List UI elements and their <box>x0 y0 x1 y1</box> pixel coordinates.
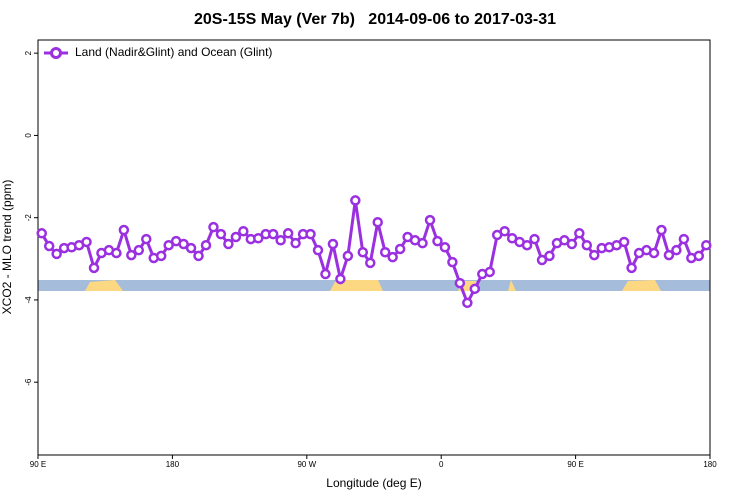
data-point <box>290 237 301 249</box>
data-point <box>394 243 406 255</box>
data-point <box>350 195 361 206</box>
data-point <box>36 228 47 239</box>
data-point <box>678 233 690 245</box>
data-point <box>253 232 264 244</box>
legend-label: Land (Nadir&Glint) and Ocean (Glint) <box>75 45 272 59</box>
x-tick-label: 180 <box>703 460 717 469</box>
data-point <box>327 238 339 250</box>
surface-band <box>38 280 710 291</box>
data-point <box>312 244 324 256</box>
data-point <box>521 239 533 251</box>
data-point <box>365 257 376 269</box>
data-point <box>223 238 234 250</box>
x-tick-label: 0 <box>439 460 444 469</box>
data-point <box>484 266 495 278</box>
data-point <box>238 226 249 237</box>
data-point <box>454 277 466 289</box>
data-point <box>342 250 354 262</box>
data-point <box>536 254 548 266</box>
data-point <box>618 236 630 248</box>
data-point <box>626 262 637 274</box>
legend-marker <box>50 47 62 59</box>
data-point <box>88 262 100 274</box>
data-point <box>417 237 428 249</box>
data-point <box>357 246 369 258</box>
data-point <box>648 247 660 259</box>
x-tick-label: 180 <box>166 460 180 469</box>
x-tick-label: 90 E <box>30 460 46 469</box>
data-point <box>118 224 130 236</box>
data-point <box>544 250 555 262</box>
x-axis-label: Longitude (deg E) <box>326 476 421 490</box>
data-point <box>589 249 600 261</box>
data-point <box>230 231 242 243</box>
data-point <box>469 283 481 295</box>
data-point <box>663 249 675 261</box>
data-point <box>439 242 451 253</box>
data-point <box>529 233 540 245</box>
data-point <box>335 273 346 285</box>
x-tick-label: 90 E <box>567 460 583 469</box>
data-point <box>566 238 578 250</box>
data-point <box>126 249 137 261</box>
data-point <box>656 224 667 236</box>
data-point <box>305 228 316 240</box>
data-point <box>51 248 62 260</box>
data-point <box>81 236 92 248</box>
data-point <box>133 244 145 256</box>
data-point <box>693 250 705 262</box>
y-tick-label: 0 <box>24 133 33 138</box>
y-tick-label: -6 <box>24 378 33 386</box>
data-point <box>215 228 227 240</box>
chart-title: 20S-15S May (Ver 7b) 2014-09-06 to 2017-… <box>194 11 556 28</box>
y-tick-label: -4 <box>24 296 33 304</box>
data-point <box>267 228 279 240</box>
data-point <box>372 216 383 228</box>
data-point <box>581 239 593 251</box>
y-tick-label: -2 <box>24 214 33 222</box>
data-point <box>43 240 55 252</box>
data-point <box>424 214 436 226</box>
data-point <box>208 221 219 233</box>
data-point <box>185 242 197 254</box>
data-point <box>447 256 458 268</box>
data-point <box>155 250 167 262</box>
data-point <box>141 233 152 245</box>
data-point <box>671 244 682 256</box>
data-point <box>282 228 294 239</box>
data-point <box>387 251 398 263</box>
data-point <box>178 238 189 250</box>
data-point <box>200 239 212 251</box>
data-point <box>193 250 204 262</box>
x-tick-label: 90 W <box>297 460 316 469</box>
data-point <box>701 239 712 251</box>
data-point <box>163 239 174 251</box>
data-point <box>499 226 510 237</box>
y-axis-label: XCO2 - MLO trend (ppm) <box>0 180 14 315</box>
data-point <box>275 235 286 246</box>
data-point <box>111 247 122 259</box>
data-point <box>574 228 585 239</box>
data-point <box>432 235 443 247</box>
data-point <box>462 297 473 309</box>
data-point <box>320 268 331 280</box>
data-point <box>379 246 391 258</box>
y-tick-label: 2 <box>24 50 33 55</box>
